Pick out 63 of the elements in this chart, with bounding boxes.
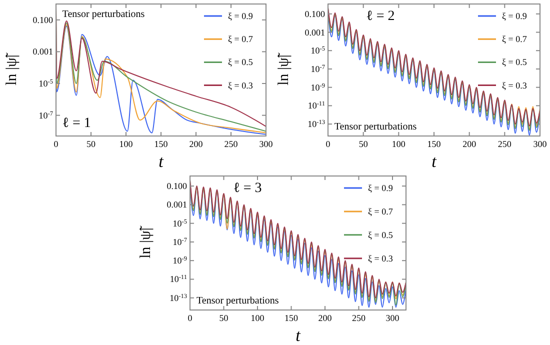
- y-tick-label: 10$^{-7}$: [172, 236, 187, 247]
- y-axis-title: ln |ψ̃|: [276, 52, 292, 86]
- legend-label: ξ = 0.7: [502, 34, 528, 44]
- legend-label: ξ = 0.5: [502, 57, 528, 68]
- x-tick-label: 300: [259, 139, 274, 149]
- x-tick-label: 200: [318, 313, 332, 323]
- legend-label: ξ = 0.9: [368, 183, 394, 193]
- x-tick-label: 100: [250, 313, 265, 323]
- y-tick-label: 10$^{-5}$: [172, 218, 187, 228]
- x-tick-label: 300: [533, 139, 548, 149]
- y-tick-label: 0.001: [304, 27, 325, 38]
- y-tick-label: 10$^{-7}$: [310, 63, 325, 74]
- y-tick-label: 10$^{-11}$: [308, 100, 325, 111]
- y-tick-label: 0.001: [32, 46, 53, 57]
- y-tick-label: 10$^{-13}$: [308, 118, 325, 130]
- x-tick-label: 150: [154, 139, 168, 149]
- annotation: ℓ = 2: [366, 8, 395, 24]
- legend-label: ξ = 0.7: [228, 34, 254, 44]
- x-tick-label: 0: [188, 313, 193, 323]
- legend-label: ξ = 0.5: [228, 57, 254, 68]
- y-tick-label: 0.100: [304, 8, 326, 19]
- x-tick-label: 250: [352, 313, 366, 323]
- x-axis-title: t: [432, 152, 438, 171]
- y-axis-title: ln |ψ̃|: [138, 226, 154, 258]
- y-tick-label: 10$^{-5}$: [38, 78, 53, 89]
- y-tick-label: 10$^{-9}$: [310, 82, 325, 92]
- x-tick-label: 200: [189, 139, 204, 149]
- legend-label: ξ = 0.7: [368, 206, 394, 216]
- x-tick-label: 300: [386, 313, 400, 323]
- annotation: Tensor perturbations: [62, 9, 145, 20]
- y-tick-label: 10$^{-11}$: [170, 274, 187, 284]
- annotation: Tensor perturbations: [334, 121, 417, 132]
- y-tick-label: 10$^{-5}$: [310, 45, 325, 56]
- x-tick-label: 50: [358, 139, 368, 149]
- x-tick-label: 50: [219, 313, 229, 323]
- x-tick-label: 250: [224, 139, 238, 149]
- x-tick-label: 250: [498, 139, 512, 149]
- y-tick-label: 0.100: [32, 14, 54, 25]
- annotation: ℓ = 1: [62, 116, 91, 131]
- x-axis-title: t: [296, 326, 302, 345]
- annotation: Tensor perturbations: [196, 295, 279, 306]
- y-axis-title: ln |ψ̃|: [4, 52, 20, 86]
- x-tick-label: 50: [86, 139, 96, 149]
- legend-label: ξ = 0.5: [368, 230, 394, 240]
- x-tick-label: 0: [326, 139, 331, 149]
- legend-label: ξ = 0.9: [502, 11, 528, 21]
- x-tick-label: 150: [284, 313, 298, 323]
- y-tick-label: 10$^{-7}$: [38, 110, 53, 120]
- y-tick-label: 10$^{-13}$: [170, 292, 187, 303]
- x-tick-label: 0: [54, 139, 59, 149]
- legend-label: ξ = 0.3: [368, 253, 394, 264]
- x-tick-label: 100: [119, 139, 134, 149]
- y-tick-label: 0.001: [166, 200, 187, 210]
- y-tick-label: 0.100: [166, 181, 188, 192]
- x-tick-label: 100: [392, 139, 406, 149]
- x-tick-label: 150: [427, 139, 442, 149]
- legend-label: ξ = 0.9: [228, 11, 254, 21]
- annotation: ℓ = 3: [233, 181, 262, 196]
- y-tick-label: 10$^{-9}$: [172, 255, 187, 266]
- legend-label: ξ = 0.3: [228, 80, 254, 90]
- x-tick-label: 200: [462, 139, 477, 149]
- x-axis-title: t: [158, 152, 165, 171]
- legend-label: ξ = 0.3: [502, 80, 528, 90]
